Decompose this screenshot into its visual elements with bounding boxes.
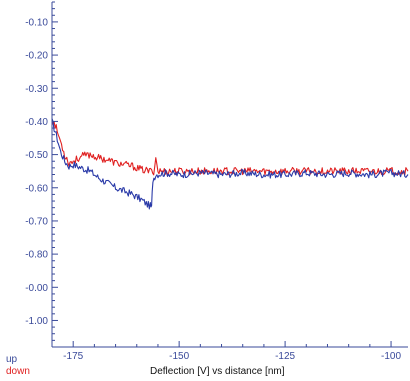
- series-line-up: [51, 118, 409, 210]
- x-tick-label: -100: [381, 351, 401, 362]
- legend-entry-up: up: [6, 354, 18, 365]
- y-tick-label: -0.30: [25, 84, 48, 95]
- y-tick-label: -0.70: [25, 216, 48, 227]
- x-axis-label: Deflection [V] vs distance [nm]: [150, 366, 285, 377]
- series-line-down: [51, 119, 409, 176]
- legend-entry-down: down: [6, 366, 30, 377]
- x-tick-label: -175: [63, 351, 83, 362]
- y-tick-label: -0.10: [25, 17, 48, 28]
- x-tick-label: -125: [275, 351, 295, 362]
- y-tick-label: -0.60: [25, 183, 48, 194]
- y-tick-label: -0.80: [25, 250, 48, 261]
- y-tick-label: -0.40: [25, 117, 48, 128]
- y-tick-label: -1.00: [25, 316, 48, 327]
- y-tick-label: -0.00: [25, 283, 48, 294]
- y-tick-label: -0.20: [25, 51, 48, 62]
- x-tick-label: -150: [169, 351, 189, 362]
- y-tick-label: -0.50: [25, 150, 48, 161]
